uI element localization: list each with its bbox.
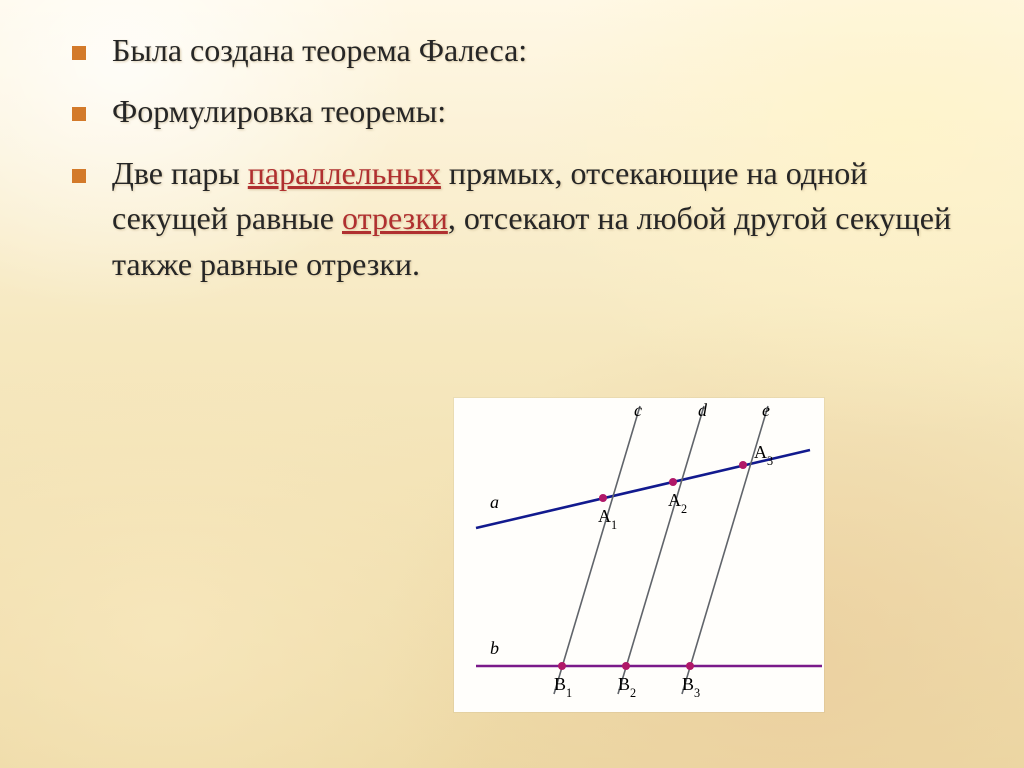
line-label-b: b [490, 638, 499, 658]
bullet-text: Формулировка теоремы: [112, 93, 446, 129]
point-A1 [599, 494, 607, 502]
point-B1 [558, 662, 566, 670]
bullet-item: Была создана теорема Фалеса: [72, 28, 976, 73]
thales-diagram-svg: a b c d e A1 A2 A3 B1 B2 B3 [454, 398, 824, 712]
bullet-list: Была создана теорема Фалеса: Формулировка… [72, 28, 976, 287]
line-label-c: c [634, 400, 642, 420]
point-label-A1: A1 [598, 506, 617, 532]
line-label-e: e [762, 400, 770, 420]
term-link[interactable]: параллельных [248, 155, 441, 191]
line-label-d: d [698, 400, 708, 420]
bullet-item: Две пары параллельных прямых, отсекающие… [72, 151, 976, 287]
slide: Была создана теорема Фалеса: Формулировка… [0, 0, 1024, 768]
point-label-B3: B3 [682, 674, 700, 700]
thales-diagram: a b c d e A1 A2 A3 B1 B2 B3 [454, 398, 824, 712]
line-d [618, 406, 704, 694]
point-A2 [669, 478, 677, 486]
point-label-B2: B2 [618, 674, 636, 700]
bullet-item: Формулировка теоремы: [72, 89, 976, 134]
point-label-B1: B1 [554, 674, 572, 700]
bullet-text: Была создана теорема Фалеса: [112, 32, 527, 68]
line-c [554, 406, 640, 694]
point-A3 [739, 461, 747, 469]
point-B2 [622, 662, 630, 670]
bullet-text: Две пары [112, 155, 248, 191]
point-label-A3: A3 [754, 442, 773, 468]
point-label-A2: A2 [668, 490, 687, 516]
term-link[interactable]: отрезки [342, 200, 448, 236]
point-B3 [686, 662, 694, 670]
line-label-a: a [490, 492, 499, 512]
